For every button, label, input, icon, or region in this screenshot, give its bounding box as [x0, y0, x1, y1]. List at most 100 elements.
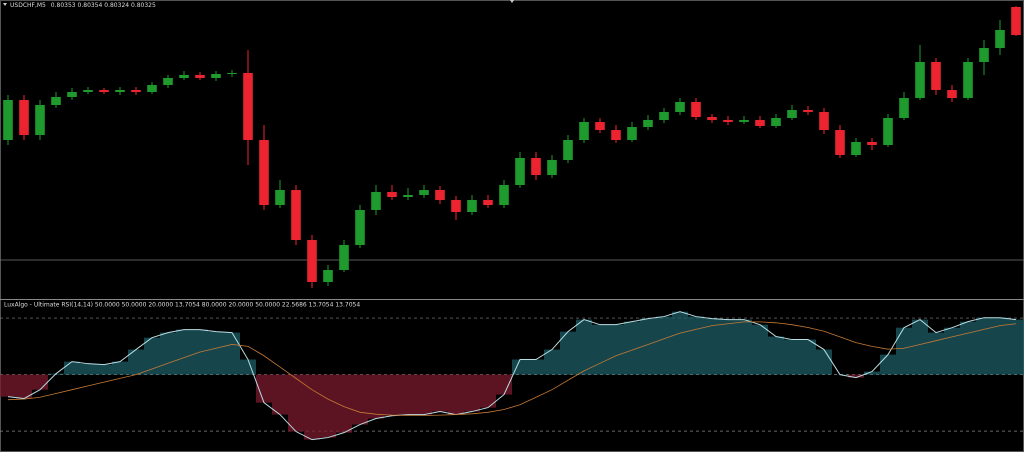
candle-body — [243, 73, 253, 140]
symbol: USDCHF,M5 — [10, 2, 46, 9]
histogram-bar — [1008, 319, 1024, 375]
candle-body — [883, 118, 893, 145]
candle-body — [435, 190, 445, 200]
candle-body — [899, 98, 909, 118]
candle-body — [771, 118, 781, 126]
histogram-bar — [736, 319, 752, 375]
histogram-bar — [112, 361, 128, 375]
rsi-line — [7, 321, 1017, 416]
candle-body — [467, 200, 477, 212]
candle-body — [419, 190, 429, 195]
histogram-bar — [624, 321, 640, 375]
candle-body — [947, 90, 957, 98]
candle-body — [979, 48, 989, 62]
histogram-bar — [896, 327, 912, 375]
histogram-bar — [288, 374, 304, 432]
histogram-bar — [880, 354, 896, 375]
histogram-bar — [368, 374, 384, 419]
histogram-bar — [64, 361, 80, 375]
candle-body — [51, 97, 61, 105]
histogram-bar — [240, 359, 256, 375]
histogram-bar — [400, 374, 416, 415]
candle-body — [403, 195, 413, 197]
candle-body — [3, 100, 13, 140]
candle-body — [275, 190, 285, 205]
histogram-bar — [784, 339, 800, 375]
histogram-bar — [640, 318, 656, 375]
candle-body — [627, 127, 637, 140]
histogram-bar — [960, 321, 976, 375]
candle-body — [163, 78, 173, 85]
histogram-bar — [448, 374, 464, 415]
histogram-bar — [224, 332, 240, 375]
histogram-bar — [176, 329, 192, 375]
histogram-bar — [944, 327, 960, 375]
candle-body — [755, 120, 765, 126]
candle-body — [723, 120, 733, 122]
histogram-bar — [16, 374, 32, 399]
candle-body — [595, 122, 605, 130]
candle-body — [819, 112, 829, 130]
histogram-bar — [144, 337, 160, 375]
histogram-bar — [800, 339, 816, 375]
candle-body — [867, 142, 877, 145]
candle-body — [19, 100, 29, 135]
candle-body — [835, 130, 845, 155]
histogram-bar — [704, 318, 720, 375]
histogram-bar — [688, 316, 704, 375]
candle-body — [339, 245, 349, 270]
last-close: 0.80325 — [131, 2, 156, 9]
indicator-header: LuxAlgo - Ultimate RSI(14,14) 50.0000 50… — [4, 302, 360, 309]
candle-body — [675, 102, 685, 112]
candle-body — [739, 120, 749, 122]
histogram-bar — [432, 374, 448, 412]
candle-body — [115, 90, 125, 92]
candle-body — [259, 140, 269, 205]
last-open: 0.80353 — [51, 2, 76, 9]
histogram-bar — [512, 359, 528, 375]
candle-body — [355, 210, 365, 245]
histogram-bar — [32, 374, 48, 390]
histogram-bar — [672, 311, 688, 375]
scroll-marker — [510, 0, 514, 3]
menu-arrow[interactable] — [3, 3, 7, 6]
candle-body — [499, 185, 509, 205]
candle-body — [563, 140, 573, 160]
rsi-line — [7, 311, 1017, 441]
histogram-bar — [976, 317, 992, 375]
histogram-bar — [96, 364, 112, 375]
candle-body — [179, 75, 189, 78]
candle-body — [83, 90, 93, 92]
candle-body — [35, 105, 45, 135]
candle-body — [707, 117, 717, 120]
histogram-bar — [416, 374, 432, 415]
candle-body — [291, 190, 301, 240]
histogram-bar — [496, 374, 512, 395]
last-high: 0.80354 — [78, 2, 103, 9]
histogram-bar — [320, 374, 336, 438]
candle-body — [323, 270, 333, 282]
histogram-bar — [480, 374, 496, 408]
candle-body — [195, 75, 205, 78]
candle-body — [579, 122, 589, 140]
histogram-bar — [208, 331, 224, 375]
histogram-bar — [992, 317, 1008, 375]
candle-body — [531, 158, 541, 175]
candle-body — [803, 110, 813, 112]
candle-body — [451, 200, 461, 212]
candle-body — [931, 62, 941, 90]
histogram-bar — [544, 349, 560, 375]
histogram-bar — [576, 319, 592, 375]
candle-body — [787, 110, 797, 118]
histogram-bar — [848, 374, 864, 378]
histogram-bar — [928, 332, 944, 375]
histogram-bar — [608, 324, 624, 375]
histogram-bar — [912, 319, 928, 375]
candle-body — [387, 192, 397, 197]
candle-body — [691, 102, 701, 117]
candle-body — [307, 240, 317, 282]
candle-body — [147, 85, 157, 92]
candle-body — [67, 92, 77, 97]
histogram-bar — [720, 319, 736, 375]
